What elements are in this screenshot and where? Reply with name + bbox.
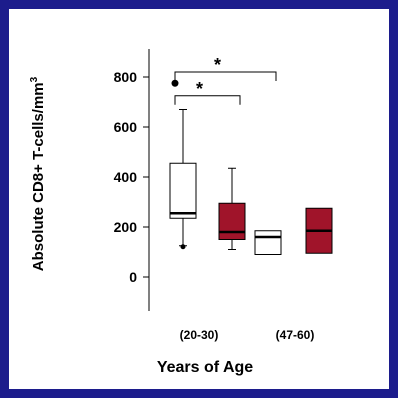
box-3 (305, 207, 333, 254)
x-tick-label-1: (47-60) (276, 328, 315, 342)
significance-marker-0: * (214, 55, 221, 75)
box-0-body (169, 162, 197, 219)
boxes (169, 79, 333, 255)
significance-marker-1: * (196, 79, 203, 99)
y-tick-label-400: 400 (114, 169, 138, 185)
y-tick-label-200: 200 (114, 219, 138, 235)
box-2-body (254, 230, 282, 255)
significance-brackets: ** (174, 55, 277, 105)
box-0-outlier-0 (171, 79, 179, 87)
y-axis-label: Absolute CD8+ T-cells/mm3 (29, 76, 47, 271)
y-tick-label-600: 600 (114, 119, 138, 135)
box-0 (169, 79, 197, 250)
significance-bracket-0 (174, 71, 277, 81)
x-tick-label-0: (20-30) (180, 328, 219, 342)
box-1 (218, 167, 246, 250)
chart-frame: Absolute CD8+ T-cells/mm3 0 200 400 600 800 … (9, 9, 389, 389)
x-axis-label: Years of Age (157, 359, 253, 376)
x-axis-tick-labels: (20-30) (47-60) (180, 328, 315, 342)
box-1-body (218, 202, 246, 240)
box-plot-chart: Absolute CD8+ T-cells/mm3 0200400600800 … (29, 49, 333, 376)
box-0-low-dot (180, 244, 186, 250)
significance-bracket-1 (174, 95, 241, 105)
y-tick-label-800: 800 (114, 69, 138, 85)
y-tick-label-0: 0 (129, 269, 137, 285)
y-axis-label-superscript: 3 (29, 76, 40, 82)
box-2 (254, 230, 282, 255)
y-axis-ticks: 0 200 400 600 800 (114, 69, 149, 285)
